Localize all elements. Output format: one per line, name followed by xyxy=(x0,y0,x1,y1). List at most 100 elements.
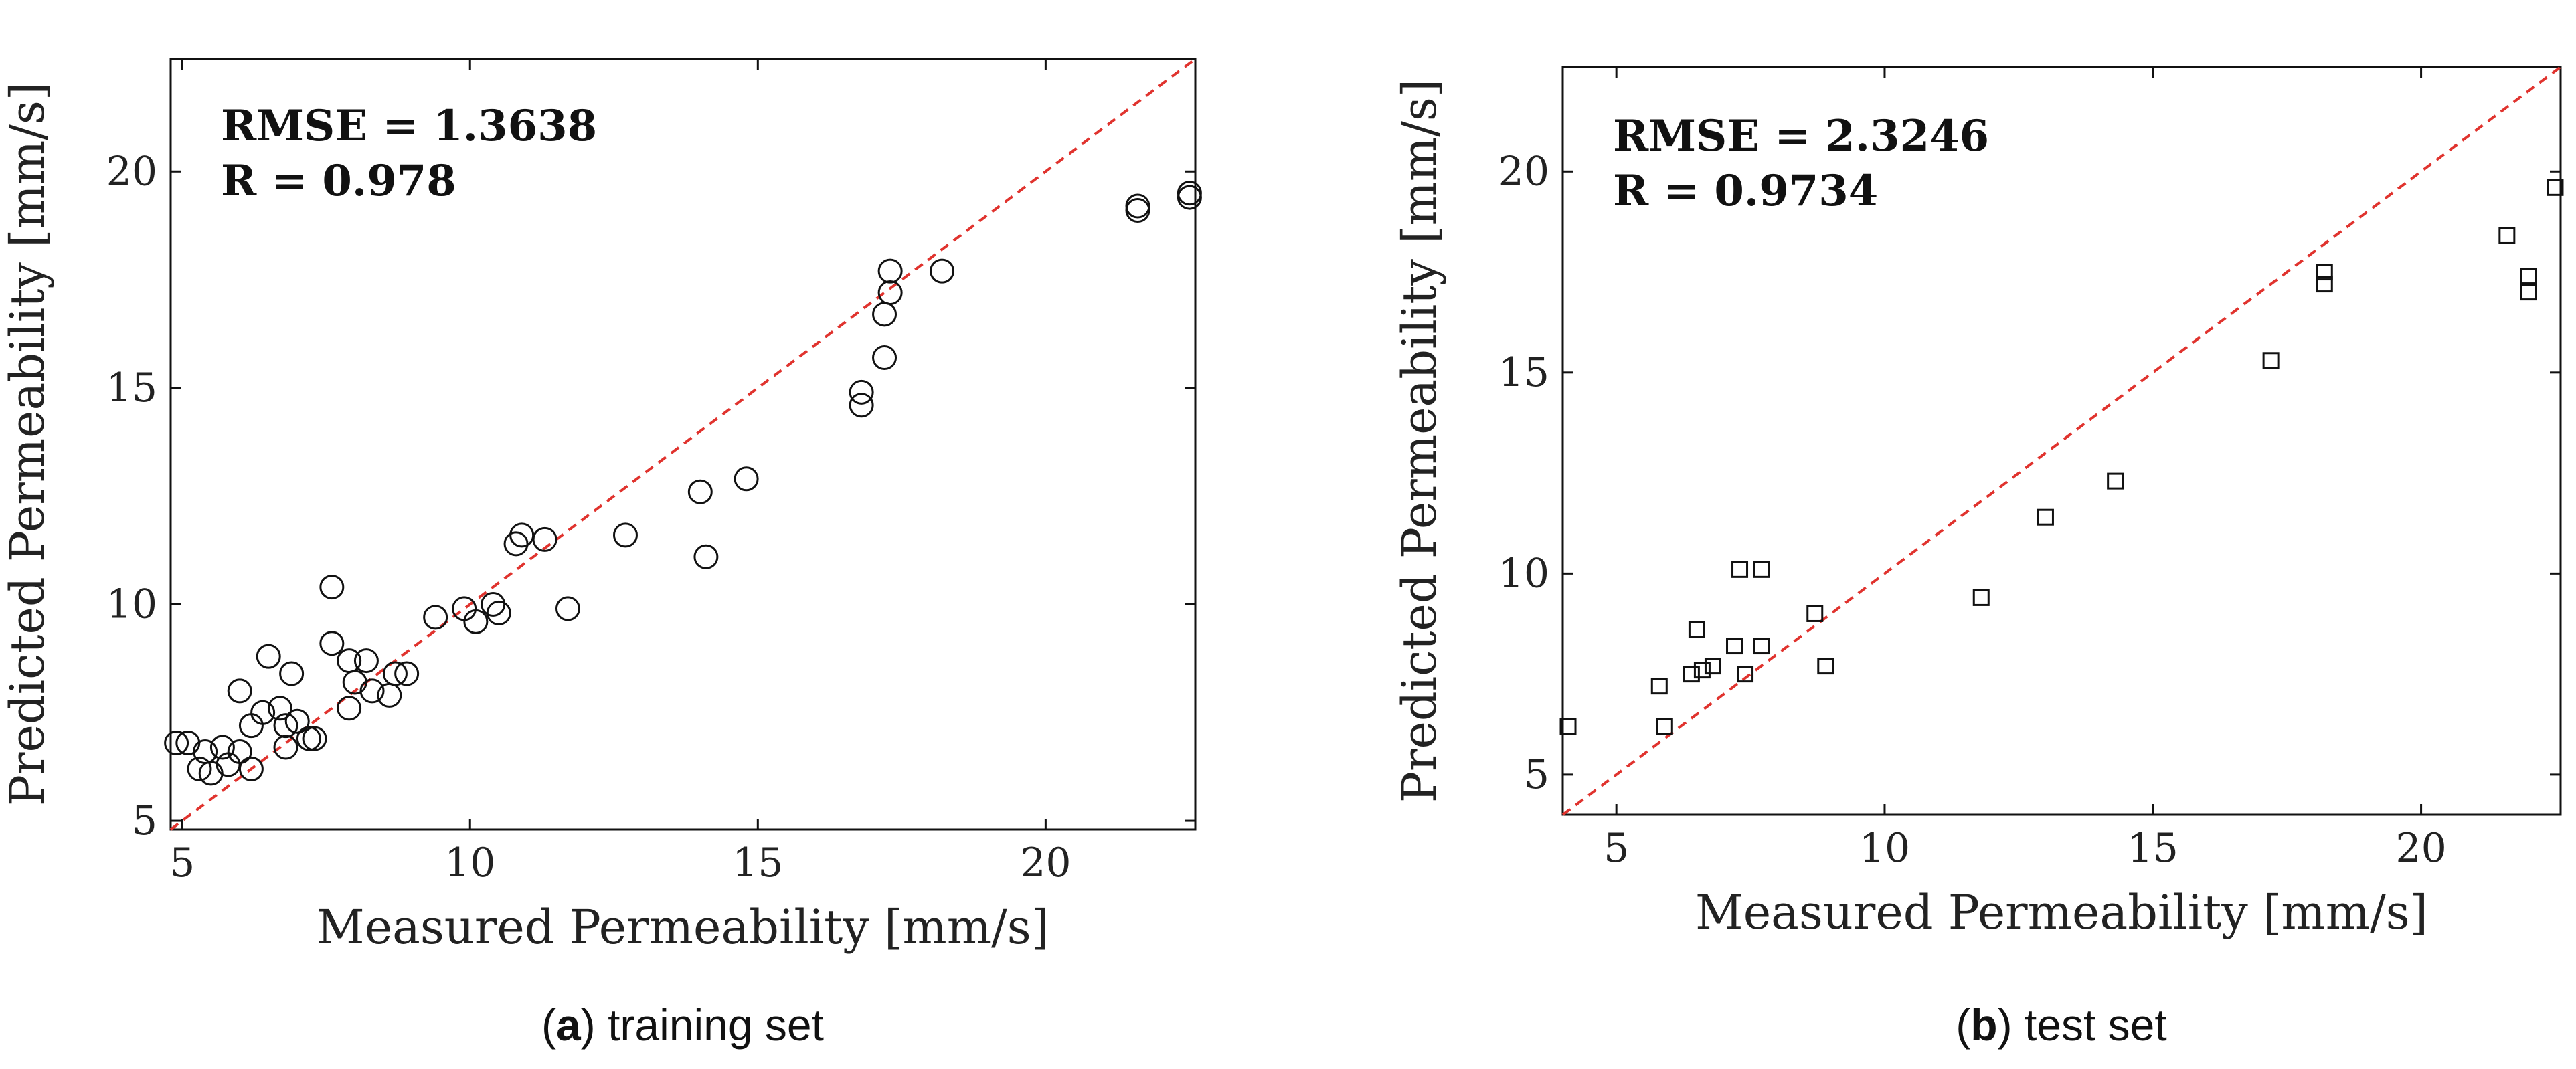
data-point xyxy=(2547,179,2564,196)
y-tick-label: 5 xyxy=(132,797,157,844)
x-tick-label: 20 xyxy=(1020,840,1071,886)
data-point xyxy=(227,739,252,765)
panel-caption: (a) training set xyxy=(541,1000,824,1050)
data-point xyxy=(877,280,903,305)
data-point xyxy=(2316,264,2333,281)
data-point xyxy=(319,575,345,600)
data-point xyxy=(2316,276,2333,293)
data-point xyxy=(2262,352,2280,369)
data-point xyxy=(1737,666,1754,683)
data-point xyxy=(486,600,511,625)
data-point xyxy=(2520,268,2537,285)
data-point xyxy=(238,756,264,781)
data-point xyxy=(273,713,298,739)
data-point xyxy=(423,605,448,630)
caption-text: test set xyxy=(2025,1000,2167,1050)
data-point xyxy=(612,522,638,548)
data-point xyxy=(555,596,580,621)
data-point xyxy=(1656,718,1673,735)
data-point xyxy=(250,700,276,725)
scatter-points xyxy=(1559,179,2564,735)
data-point xyxy=(687,479,713,504)
data-point xyxy=(394,661,420,686)
y-tick-label: 15 xyxy=(1498,349,1549,396)
y-tick-label: 10 xyxy=(106,581,157,627)
y-tick-label: 10 xyxy=(1498,550,1549,597)
caption-text: training set xyxy=(608,1000,824,1050)
data-point xyxy=(1559,718,1577,735)
y-tick-label: 20 xyxy=(1498,148,1549,195)
data-point xyxy=(872,345,897,371)
axis-ticks: 5 10 15 20 5 10 15 20 xyxy=(1498,67,2561,872)
data-point xyxy=(284,708,310,734)
data-point xyxy=(353,648,379,674)
data-point xyxy=(164,731,189,756)
x-axis-label: Measured Permeability [mm/s] xyxy=(1695,885,2428,940)
panel-training-set: 5 10 15 20 5 10 15 20 RMSE = 1.3638 R = 0.978 M… xyxy=(0,58,1202,1050)
data-point xyxy=(877,258,903,284)
r-annotation: R = 0.9734 xyxy=(1613,166,1878,216)
data-point xyxy=(227,678,252,704)
data-point xyxy=(693,544,719,569)
data-point xyxy=(302,726,327,751)
rmse-annotation: RMSE = 1.3638 xyxy=(221,101,597,151)
data-point xyxy=(382,661,408,686)
data-point xyxy=(849,379,874,405)
data-point xyxy=(1731,561,1749,578)
rmse-annotation: RMSE = 2.3246 xyxy=(1613,111,1989,161)
x-tick-label: 5 xyxy=(1604,825,1629,872)
data-point xyxy=(1817,658,1834,675)
x-tick-label: 10 xyxy=(444,840,495,886)
data-point xyxy=(296,726,321,751)
data-point xyxy=(1177,185,1202,210)
x-tick-label: 15 xyxy=(732,840,783,886)
y-axis-label: Predicted Permeability [mm/s] xyxy=(1392,79,1447,803)
data-point xyxy=(930,258,955,284)
caption-letter: a xyxy=(556,1000,582,1050)
data-point xyxy=(1972,589,1990,606)
data-point xyxy=(1753,561,1770,578)
scatter-points xyxy=(164,181,1202,786)
data-point xyxy=(463,609,489,634)
y-tick-label: 15 xyxy=(106,365,157,411)
x-tick-label: 20 xyxy=(2395,825,2446,872)
x-tick-label: 5 xyxy=(169,840,195,886)
data-point xyxy=(2498,227,2516,244)
plot-area-frame xyxy=(1561,66,2562,816)
data-point xyxy=(1683,666,1700,683)
data-point xyxy=(187,756,212,781)
data-point xyxy=(503,531,529,557)
data-point xyxy=(2520,284,2537,301)
y-axis-label: Predicted Permeability [mm/s] xyxy=(0,82,55,806)
data-point xyxy=(359,678,385,704)
data-point xyxy=(1125,198,1150,223)
axis-ticks: 5 10 15 20 5 10 15 20 xyxy=(106,59,1195,886)
data-point xyxy=(273,735,298,760)
data-point xyxy=(2107,472,2124,490)
data-point xyxy=(1704,658,1721,675)
caption-letter: b xyxy=(1970,1000,1997,1050)
panel-caption: (b) test set xyxy=(1956,1000,2166,1050)
data-point xyxy=(1806,605,1824,622)
data-point xyxy=(849,393,874,418)
data-point xyxy=(1726,638,1743,655)
y-tick-label: 5 xyxy=(1524,751,1549,798)
data-point xyxy=(1693,662,1711,679)
data-point xyxy=(267,696,292,721)
data-point xyxy=(481,591,506,617)
x-tick-label: 15 xyxy=(2128,825,2178,872)
data-point xyxy=(256,644,281,669)
data-point xyxy=(1650,678,1668,695)
r-annotation: R = 0.978 xyxy=(221,156,456,206)
data-point xyxy=(532,526,557,552)
x-axis-label: Measured Permeability [mm/s] xyxy=(317,900,1049,955)
data-point xyxy=(209,735,235,760)
data-point xyxy=(2037,508,2054,526)
data-point xyxy=(1688,621,1705,639)
data-point xyxy=(509,522,535,548)
data-point xyxy=(1753,638,1770,655)
y-tick-label: 20 xyxy=(106,148,157,195)
data-point xyxy=(337,696,362,721)
